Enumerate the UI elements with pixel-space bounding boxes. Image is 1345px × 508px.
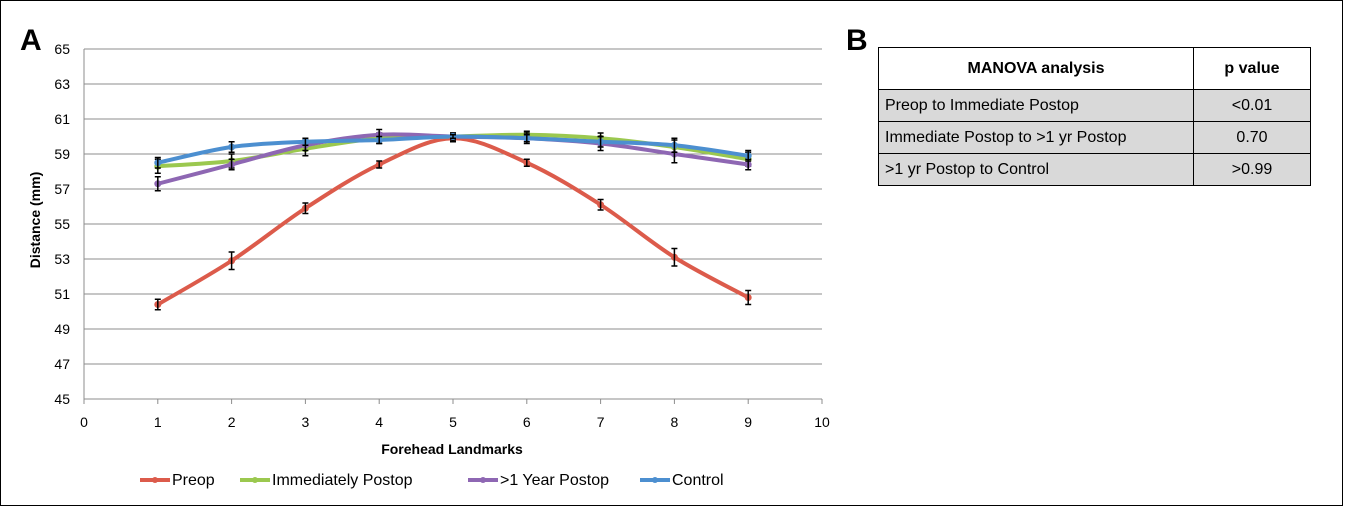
x-tick-label: 6 (523, 414, 531, 430)
error-bar (228, 158, 235, 171)
y-tick-label: 49 (54, 321, 70, 337)
header-manova-analysis: MANOVA analysis (878, 47, 1194, 90)
y-tick-label: 59 (54, 146, 70, 162)
table-header-row: MANOVA analysis p value (878, 47, 1311, 90)
series-line-0 (155, 136, 751, 307)
legend-item: Control (640, 472, 724, 489)
legend-label: Immediately Postop (272, 472, 413, 489)
x-axis-title: Forehead Landmarks (381, 441, 523, 457)
legend-item: >1 Year Postop (468, 472, 609, 489)
error-bar (154, 156, 161, 169)
error-bar (745, 289, 752, 306)
x-tick-label: 0 (80, 414, 88, 430)
legend-item: Immediately Postop (240, 472, 413, 489)
y-tick-label: 63 (54, 76, 70, 92)
p-value-cell: >0.99 (1193, 153, 1311, 186)
error-bar (376, 160, 383, 169)
y-tick-label: 45 (54, 391, 70, 407)
x-tick-label: 1 (154, 414, 162, 430)
y-axis-title: Distance (mm) (27, 172, 43, 268)
panel-b-label: B (846, 24, 868, 57)
error-bar (671, 247, 678, 267)
error-bar (228, 141, 235, 153)
table-row: Immediate Postop to >1 yr Postop 0.70 (878, 121, 1311, 154)
p-value-cell: 0.70 (1193, 121, 1311, 154)
manova-table: MANOVA analysis p value Preop to Immedia… (878, 47, 1311, 186)
y-tick-label: 55 (54, 216, 70, 232)
error-bar (597, 198, 604, 211)
y-tick-label: 57 (54, 181, 70, 197)
y-tick-label: 53 (54, 251, 70, 267)
y-tick-label: 51 (54, 286, 70, 302)
x-tick-label: 2 (228, 414, 236, 430)
error-bar (376, 135, 383, 145)
x-tick-label: 5 (449, 414, 457, 430)
error-bar (154, 298, 161, 311)
x-tick-label: 7 (597, 414, 605, 430)
error-bar (745, 149, 752, 162)
x-tick-label: 10 (814, 414, 830, 430)
legend-marker (652, 477, 658, 483)
table-row: Preop to Immediate Postop <0.01 (878, 89, 1311, 122)
error-bar (302, 202, 309, 215)
comparison-cell: Preop to Immediate Postop (878, 89, 1194, 122)
legend-marker (252, 477, 258, 483)
legend-item: Preop (140, 472, 215, 489)
error-bar (450, 134, 456, 139)
y-tick-label: 61 (54, 111, 70, 127)
y-tick-label: 65 (54, 41, 70, 57)
error-bar (154, 176, 161, 192)
error-bar (671, 137, 678, 153)
comparison-cell: >1 yr Postop to Control (878, 153, 1194, 186)
x-tick-label: 8 (671, 414, 679, 430)
series-lines (154, 128, 752, 311)
legend-label: >1 Year Postop (500, 472, 609, 489)
legend-marker (480, 477, 486, 483)
x-tick-label: 9 (744, 414, 752, 430)
header-p-value: p value (1193, 47, 1311, 90)
legend-marker (152, 477, 158, 483)
error-bar (523, 134, 530, 143)
x-tick-label: 4 (375, 414, 383, 430)
p-value-cell: <0.01 (1193, 89, 1311, 122)
y-tick-label: 47 (54, 356, 70, 372)
legend-label: Preop (172, 472, 215, 489)
gridlines (84, 48, 822, 400)
legend-label: Control (672, 472, 724, 489)
table-row: >1 yr Postop to Control >0.99 (878, 153, 1311, 186)
error-bar (597, 135, 604, 148)
error-bar (523, 158, 530, 167)
legend: Preop Immediately Postop >1 Year Postop Con… (140, 472, 724, 489)
comparison-cell: Immediate Postop to >1 yr Postop (878, 121, 1194, 154)
panel-a-label: A (20, 24, 42, 57)
error-bar (228, 251, 235, 271)
error-bar (302, 137, 309, 146)
x-tick-label: 3 (302, 414, 310, 430)
